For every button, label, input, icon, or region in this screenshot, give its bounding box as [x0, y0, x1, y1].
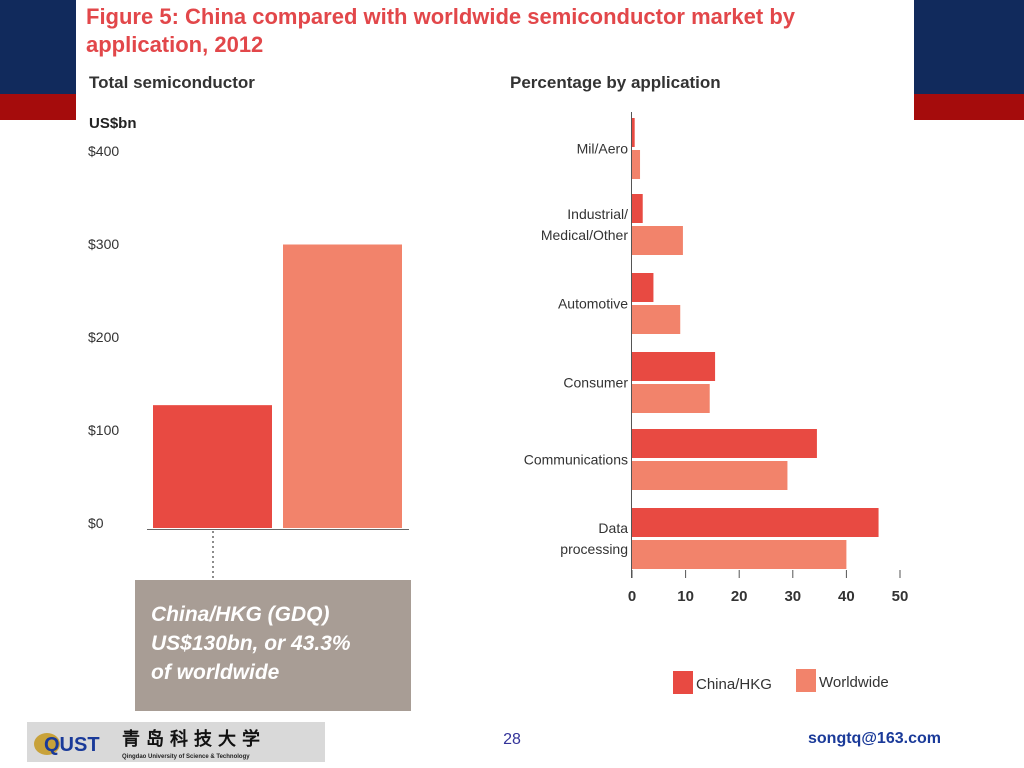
university-logo: QUST 青岛科技大学 Qingdao University of Scienc… [27, 722, 325, 762]
total-bar [283, 244, 402, 528]
application-bar [632, 150, 641, 179]
y-tick-label: $0 [88, 515, 104, 531]
total-bar [153, 405, 272, 528]
application-bar [632, 429, 817, 458]
category-label: Industrial/ [567, 206, 628, 222]
y-tick-label: $400 [88, 143, 120, 159]
x-tick-label: 0 [628, 588, 636, 605]
page-number: 28 [503, 731, 521, 748]
application-bar [632, 226, 683, 255]
contact-email: songtq@163.com [808, 730, 941, 747]
application-bar [632, 118, 635, 147]
logo-mark-text: QUST [44, 734, 100, 756]
callout-line: China/HKG (GDQ) [151, 603, 330, 626]
logo-english-text: Qingdao University of Science & Technolo… [122, 754, 250, 760]
application-bar [632, 273, 654, 302]
x-tick-label: 10 [677, 588, 694, 605]
logo-chinese-text: 青岛科技大学 [122, 728, 266, 749]
category-label: processing [560, 541, 628, 557]
y-tick-label: $200 [88, 329, 120, 345]
application-bar [632, 194, 643, 223]
callout-text: China/HKG (GDQ) US$130bn, or 43.3% of wo… [151, 600, 401, 687]
y-tick-label: $300 [88, 236, 120, 252]
callout-line: of worldwide [151, 661, 280, 684]
application-bar [632, 508, 879, 537]
callout-line: US$130bn, or 43.3% [151, 632, 351, 655]
x-tick-label: 40 [838, 588, 855, 605]
x-tick-label: 20 [731, 588, 748, 605]
figure-title: Figure 5: China compared with worldwide … [86, 4, 796, 57]
legend-label: Worldwide [819, 674, 889, 691]
application-bar [632, 305, 681, 334]
category-label: Medical/Other [541, 227, 628, 243]
legend-swatch [796, 669, 816, 692]
category-label: Data [598, 520, 628, 536]
application-bar [632, 461, 788, 490]
legend-label: China/HKG [696, 676, 772, 693]
category-label: Automotive [558, 296, 628, 312]
application-bar [632, 352, 716, 381]
category-label: Consumer [563, 375, 628, 391]
x-tick-label: 50 [892, 588, 909, 605]
right-chart-title: Percentage by application [510, 73, 721, 92]
application-bar [632, 384, 710, 413]
left-y-axis-label: US$bn [89, 115, 137, 132]
x-tick-label: 30 [784, 588, 801, 605]
callout-box: China/HKG (GDQ) US$130bn, or 43.3% of wo… [135, 580, 411, 711]
y-tick-label: $100 [88, 422, 120, 438]
category-label: Mil/Aero [577, 141, 629, 157]
left-chart-title: Total semiconductor [89, 73, 255, 92]
application-bar [632, 540, 847, 569]
category-label: Communications [524, 452, 628, 468]
legend-swatch [673, 671, 693, 694]
